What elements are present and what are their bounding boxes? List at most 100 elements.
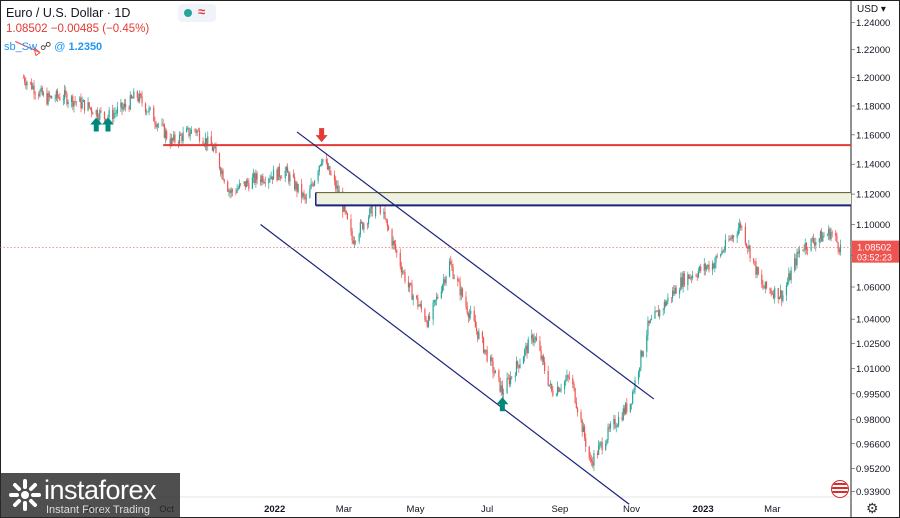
candle-body [532,334,534,343]
last-price-badge [852,240,899,263]
candle-body [558,387,560,392]
candle-body [728,239,730,241]
candle-body [772,293,775,299]
candle-body [796,252,798,266]
candle-body [335,180,337,189]
candle-body [649,319,651,324]
candle-body [63,90,66,100]
y-tick-label: 1.16000 [856,130,890,141]
candle-body [673,290,675,294]
y-tick-label: 0.99500 [856,389,890,400]
candle-body [371,205,373,217]
candle-body [202,140,204,145]
candle-body [65,90,67,94]
candle-body [524,349,526,357]
candle-body [66,93,68,104]
currency-selector[interactable]: USD ▾ [857,4,886,15]
x-tick-label: Sep [551,504,568,515]
indicator-name: sb_Sw [4,41,38,53]
candle-body [56,91,59,98]
candle-body [452,267,454,279]
candle-body [170,138,172,146]
candle-body [566,375,568,380]
candle-body [281,177,283,179]
candle-body [648,320,650,324]
candle-body [100,110,102,112]
candle-body [698,266,701,272]
candle-body [325,159,327,163]
candle-body [544,361,546,372]
candle-body [114,112,116,114]
us-flag-icon[interactable] [831,480,849,498]
market-status-icon[interactable]: ≈ [178,4,216,22]
candle-body [485,349,487,351]
candle-body [402,271,404,273]
candle-body [535,337,538,341]
candle-body [573,384,575,389]
candle-body [580,412,582,420]
candle-body [499,377,501,392]
candle-body [195,129,197,133]
candle-body [690,277,692,278]
candle-body [830,232,832,240]
candle-body [716,256,718,257]
indicator-legend[interactable]: sb_Sw ☍ @ 1.2350 [4,40,102,53]
candle-body [214,146,216,148]
candle-body [782,295,784,301]
candle-body [144,103,147,113]
candle-body [650,318,653,320]
brand-name: instaforex [44,475,157,505]
candle-body [748,245,750,249]
candle-body [240,183,242,185]
candle-body [804,243,806,251]
candle-body [54,98,56,100]
candle-body [25,82,27,86]
buy-arrow-icon [496,397,509,412]
candle-body [605,444,607,451]
candle-body [667,297,669,302]
candle-body [41,87,43,95]
candle-body [583,426,586,438]
candle-body [508,378,511,385]
candle-body [720,254,722,257]
symbol-title[interactable]: Euro / U.S. Dollar · 1D [6,6,131,20]
candle-body [90,108,93,113]
candle-body [350,219,352,232]
candle-body [92,112,94,115]
candle-body [642,351,644,357]
candle-body [272,169,275,180]
candle-body [617,416,620,426]
candle-body [609,424,611,429]
currency-label: USD [857,4,879,15]
candle-body [510,376,512,385]
candle-body [458,280,460,282]
candle-body [89,107,91,109]
candle-body [270,176,272,179]
candle-body [819,231,822,239]
candle-body [662,309,664,310]
eye-icon[interactable]: ☍ [40,41,52,53]
candle-body [302,193,304,198]
x-tick-label: Jul [481,504,493,515]
candle-body [362,222,364,230]
gear-icon[interactable]: ⚙ [866,500,879,516]
candle-body [738,223,741,229]
candle-body [756,267,758,275]
candle-body [360,222,363,223]
candle-body [666,301,668,306]
candle-body [704,263,707,270]
candle-body [837,242,839,250]
candle-body [572,378,574,385]
candle-body [141,96,143,104]
candle-body [460,288,462,296]
candle-body [243,181,245,184]
candle-body [474,320,476,328]
candle-body [254,173,256,183]
candle-body [51,96,53,99]
candle-body [459,281,461,296]
buy-arrow-icon [101,117,114,132]
candle-body [700,266,702,271]
candle-body [829,228,831,240]
candle-body [540,350,542,360]
